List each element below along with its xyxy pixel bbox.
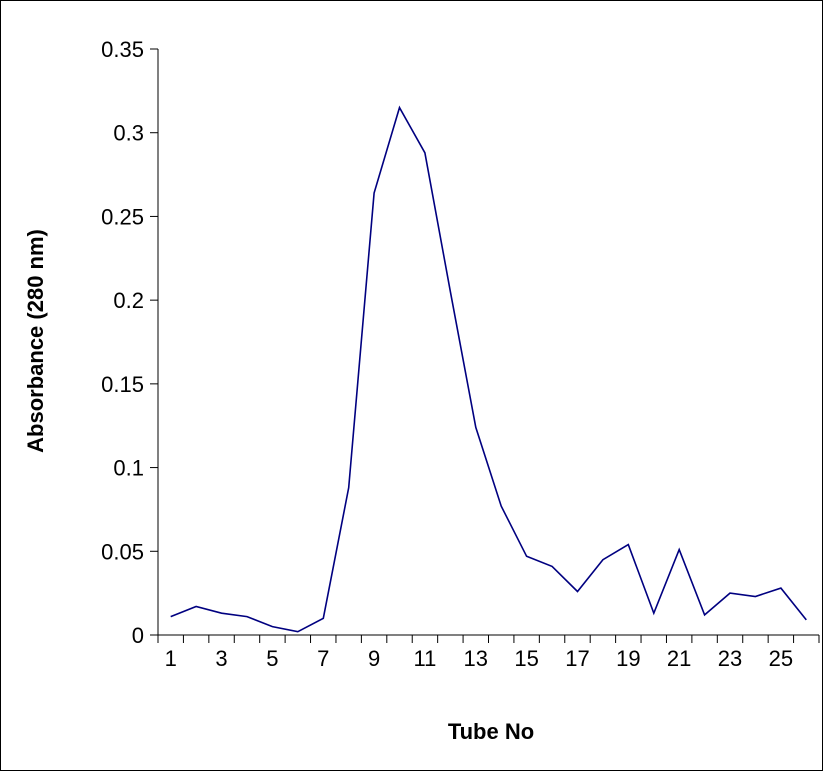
x-tick-label: 17 [565, 646, 589, 671]
x-tick-label: 23 [718, 646, 742, 671]
x-axis: 1 3 5 7 9 11 13 15 17 19 21 23 25 [157, 634, 820, 671]
y-tick-label: 0.1 [113, 456, 144, 481]
y-axis: 0 0.05 0.1 0.15 0.2 0.25 0.3 0.35 [101, 37, 159, 648]
x-tick-label: 19 [616, 646, 640, 671]
y-tick-label: 0 [132, 623, 144, 648]
y-tick-label: 0.15 [101, 372, 144, 397]
x-tick-label: 5 [266, 646, 278, 671]
series-group [170, 105, 807, 633]
x-tick-label: 9 [368, 646, 380, 671]
x-tick-label: 25 [769, 646, 793, 671]
series-line [170, 105, 807, 633]
y-tick-label: 0.2 [113, 288, 144, 313]
y-tick-label: 0.25 [101, 204, 144, 229]
x-tick-label: 15 [514, 646, 538, 671]
y-tick-label: 0.3 [113, 121, 144, 146]
x-tick-label: 11 [414, 646, 437, 671]
x-tick-label: 7 [317, 646, 329, 671]
y-tick-label: 0.05 [101, 539, 144, 564]
x-tick-label: 13 [464, 646, 488, 671]
x-tick-label: 3 [215, 646, 227, 671]
y-axis-title: Absorbance (280 nm) [23, 229, 48, 453]
x-tick-label: 1 [165, 646, 177, 671]
x-axis-title: Tube No [448, 719, 534, 744]
y-tick-label: 0.35 [101, 37, 144, 62]
x-tick-label: 21 [667, 646, 691, 671]
